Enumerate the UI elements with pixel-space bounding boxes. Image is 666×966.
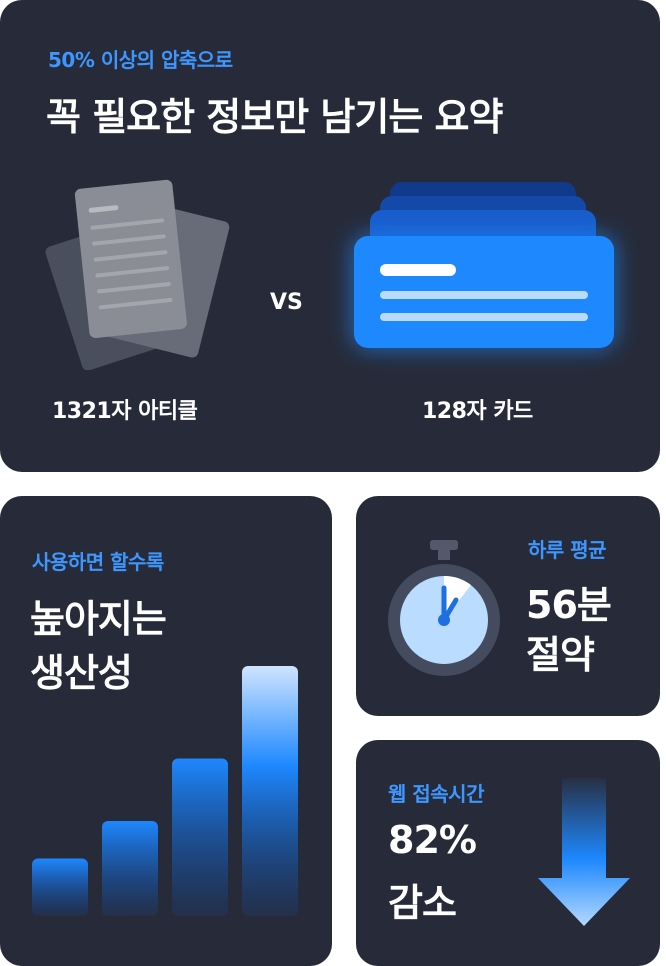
article-caption: 1321자 아티클 <box>52 399 198 424</box>
productivity-title-line2: 생산성 <box>30 651 133 695</box>
productivity-bar-3 <box>172 758 228 916</box>
productivity-bar-4 <box>242 666 298 916</box>
time-label: 절약 <box>526 633 595 677</box>
productivity-bar-chart <box>32 666 298 916</box>
time-subtitle: 하루 평균 <box>528 538 607 562</box>
summary-subtitle: 50% 이상의 압축으로 <box>48 48 233 72</box>
productivity-bar-1 <box>32 858 88 916</box>
down-arrow-icon <box>538 778 630 926</box>
web-label: 감소 <box>388 881 457 925</box>
productivity-card: 사용하면 할수록 높아지는 생산성 <box>0 496 332 966</box>
summary-title: 꼭 필요한 정보만 남기는 요약 <box>46 95 503 139</box>
productivity-bar-2 <box>102 821 158 916</box>
vs-label: VS <box>270 290 303 315</box>
card-caption: 128자 카드 <box>422 399 533 424</box>
time-value: 56분 <box>526 583 612 627</box>
web-subtitle: 웹 접속시간 <box>388 782 484 806</box>
web-time-card: 웹 접속시간 82% 감소 <box>356 740 660 966</box>
summary-card: 50% 이상의 압축으로 꼭 필요한 정보만 남기는 요약 VS <box>0 0 660 472</box>
productivity-subtitle: 사용하면 할수록 <box>32 550 164 574</box>
stopwatch-icon <box>388 540 500 676</box>
article-document-icon <box>45 179 230 370</box>
time-saved-card: 하루 평균 56분 절약 <box>356 496 660 716</box>
productivity-title-line1: 높아지는 <box>30 597 167 641</box>
web-value: 82% <box>388 818 477 862</box>
summary-card-stack-icon <box>354 182 614 348</box>
